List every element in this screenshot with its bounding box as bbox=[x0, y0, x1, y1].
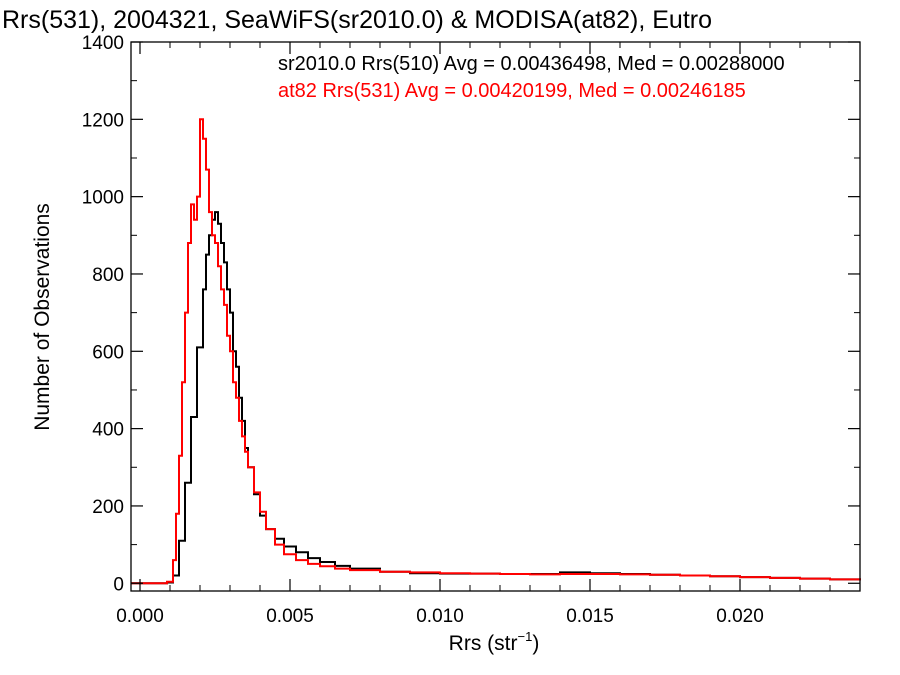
x-axis-label-superscript: −1 bbox=[518, 629, 533, 644]
annotation-at82: at82 Rrs(531) Avg = 0.00420199, Med = 0.… bbox=[278, 80, 746, 102]
x-tick-label: 0.020 bbox=[716, 606, 764, 627]
y-tick-label: 800 bbox=[92, 265, 124, 286]
series-layer bbox=[131, 118, 861, 585]
y-tick-label: 1000 bbox=[82, 188, 124, 209]
chart-title: Rrs(531), 2004321, SeaWiFS(sr2010.0) & M… bbox=[2, 6, 712, 34]
y-tick-label: 1200 bbox=[82, 110, 124, 131]
x-tick-label: 0.010 bbox=[416, 606, 464, 627]
x-axis-label-close: ) bbox=[532, 632, 539, 655]
y-tick-label: 600 bbox=[92, 342, 124, 363]
series-line-0 bbox=[131, 211, 861, 585]
plot-frame bbox=[130, 41, 861, 592]
x-axis-label: Rrs (str−1) bbox=[449, 629, 540, 655]
x-axis-label-text: Rrs (str bbox=[449, 632, 518, 655]
annotation-sr2010: sr2010.0 Rrs(510) Avg = 0.00436498, Med … bbox=[278, 53, 785, 75]
y-tick-label: 1400 bbox=[82, 33, 124, 54]
y-tick-label: 400 bbox=[92, 420, 124, 441]
y-tick-label: 200 bbox=[92, 497, 124, 518]
y-tick-label: 0 bbox=[113, 574, 124, 595]
series-line-1 bbox=[131, 118, 861, 585]
x-tick-label: 0.000 bbox=[116, 606, 164, 627]
x-tick-label: 0.015 bbox=[566, 606, 614, 627]
y-axis-label: Number of Observations bbox=[31, 203, 54, 431]
x-tick-label: 0.005 bbox=[266, 606, 314, 627]
tick-layer: 0.000 0.005 0.010 0.015 0.020 0 200 400 600 800 10… bbox=[82, 33, 860, 627]
